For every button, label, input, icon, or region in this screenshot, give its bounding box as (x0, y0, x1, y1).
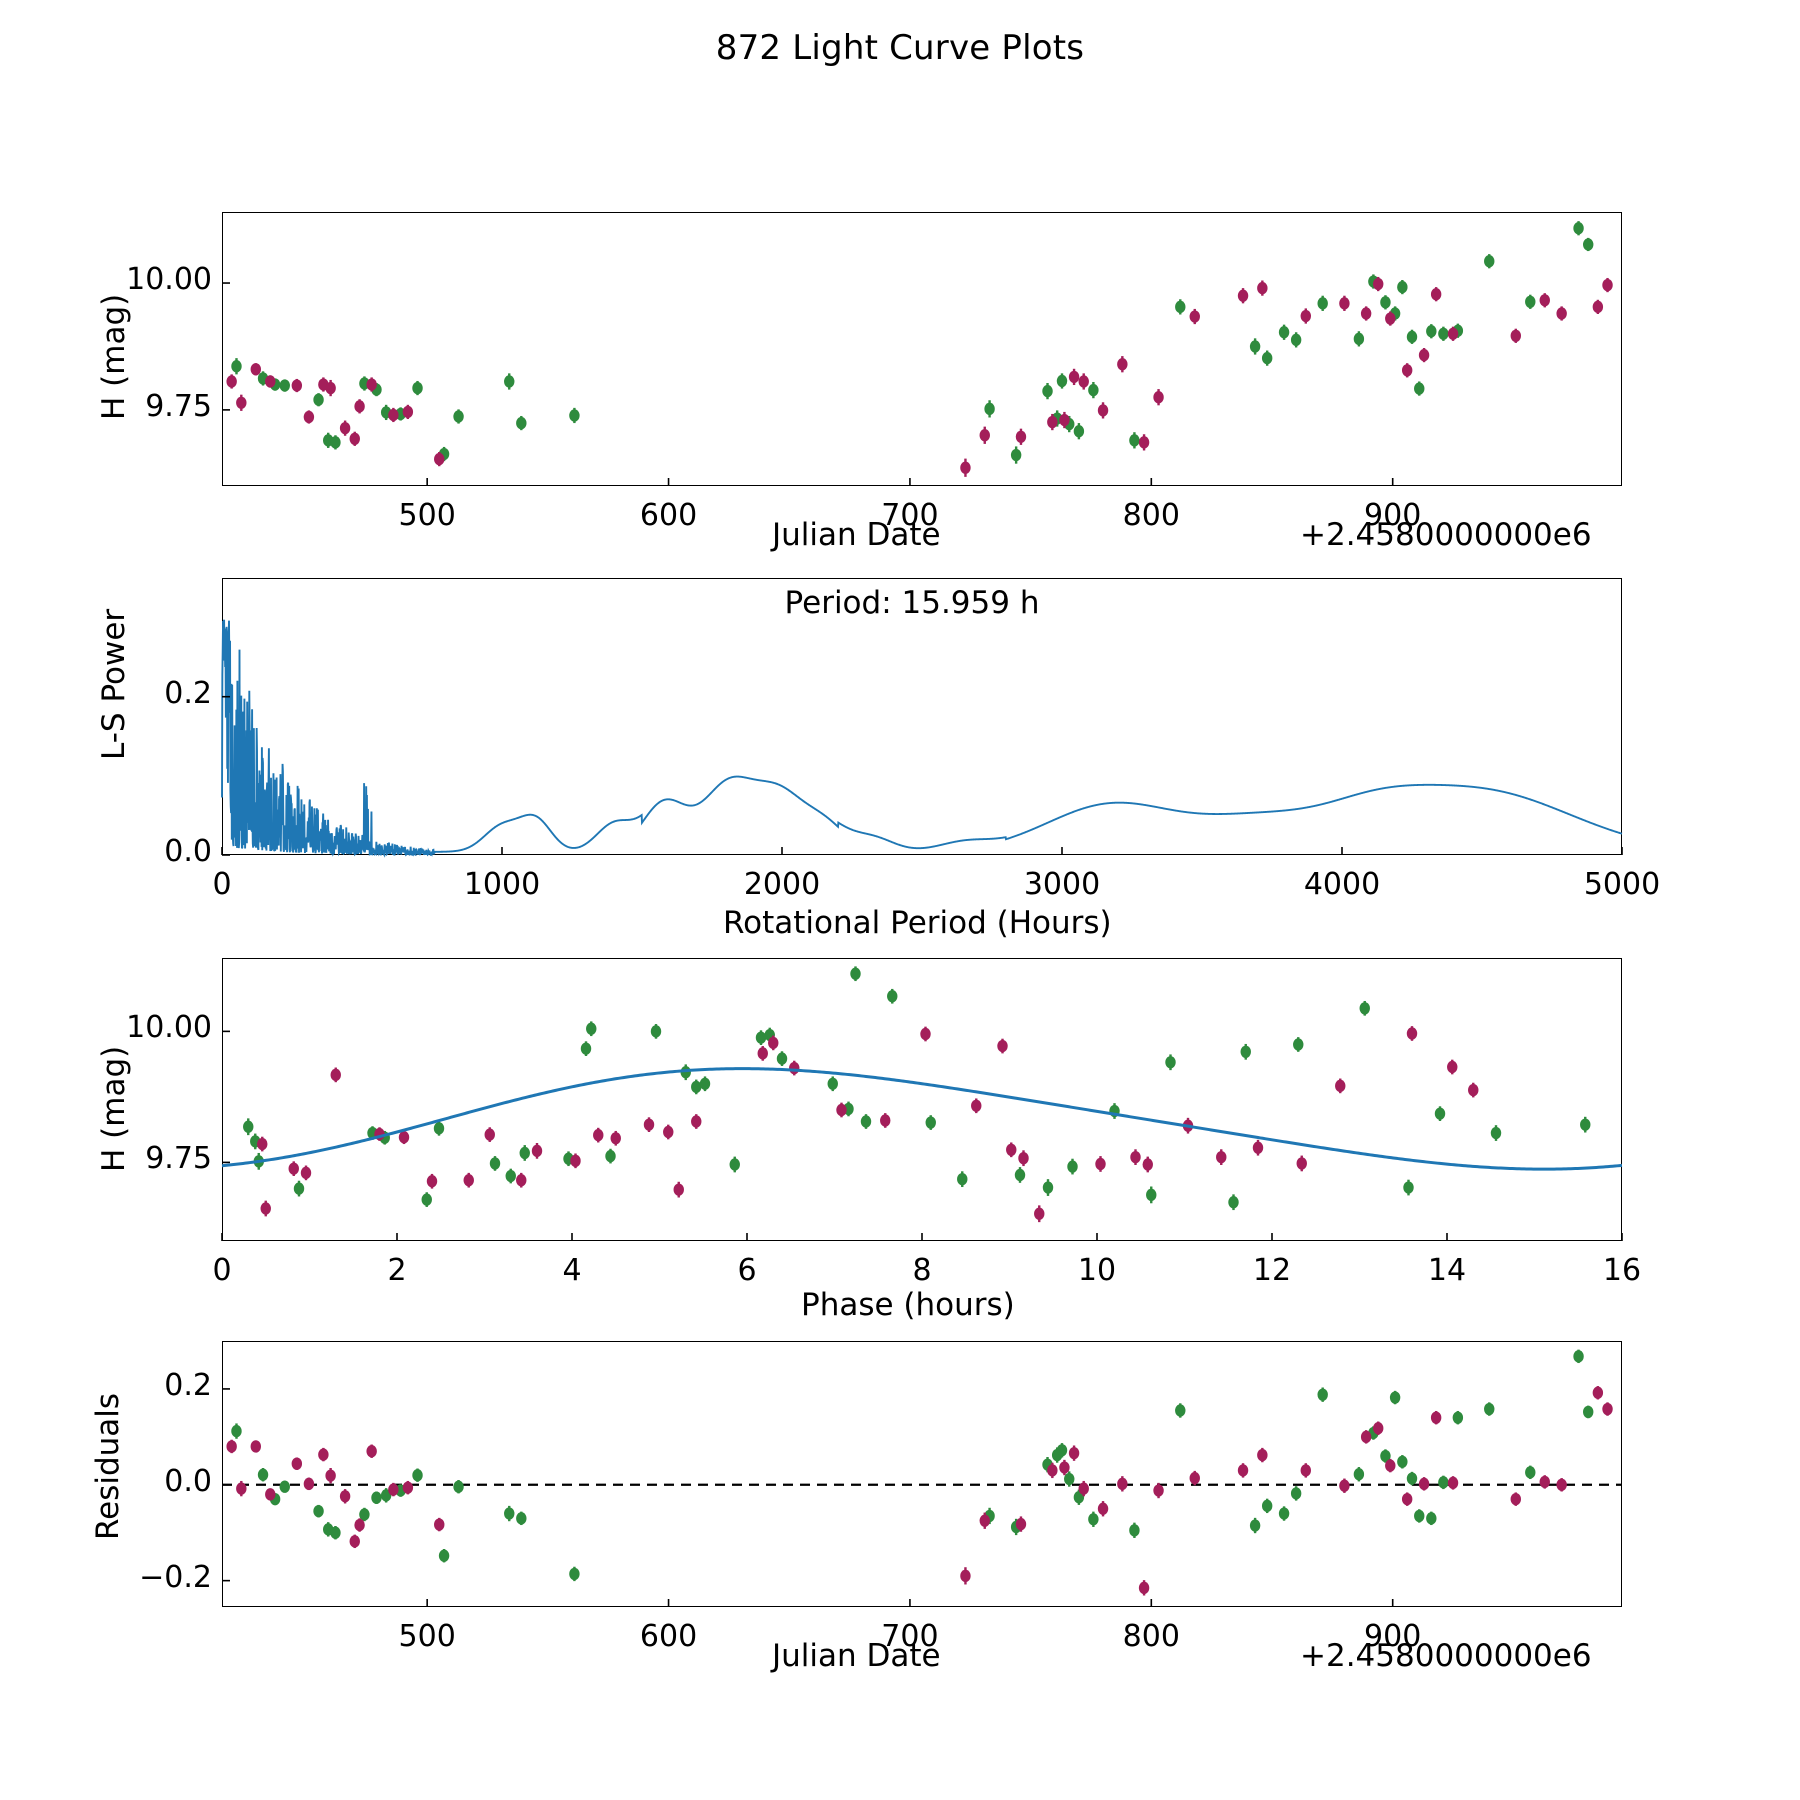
tick-label: 14 (1427, 1253, 1467, 1288)
panel-phase-folded (221, 958, 1623, 1241)
tick-label: 12 (1252, 1253, 1292, 1288)
tick-label: 800 (1122, 498, 1180, 533)
axes-frame-periodogram (222, 578, 1622, 855)
data-series-green (231, 1349, 1594, 1582)
tick-label: −0.2 (139, 1559, 212, 1595)
tick-label: 10.00 (126, 1010, 212, 1046)
data-series-magenta (226, 1386, 1613, 1596)
plot-area-periodogram (221, 619, 1623, 858)
periodogram-trace (221, 619, 1623, 858)
tick-label: 600 (639, 498, 698, 533)
tick-label: 9.75 (145, 388, 212, 424)
tick-label: 0.2 (164, 675, 212, 711)
tick-label: 4 (562, 1253, 582, 1288)
tick-label: 4000 (1303, 867, 1381, 902)
tick-label: 8 (912, 1253, 932, 1288)
axis-label-x-periodogram: Rotational Period (Hours) (723, 905, 1112, 941)
panel-residuals (222, 1341, 1622, 1607)
axes-frame-light-curve (222, 212, 1622, 486)
tick-label: 16 (1602, 1253, 1642, 1288)
axes-frame-phase-folded (222, 958, 1622, 1241)
tick-label: 0.0 (164, 1463, 212, 1499)
axis-label-x-residuals: Julian Date (772, 1638, 941, 1674)
data-series-magenta (226, 276, 1613, 477)
tick-label: 10 (1077, 1253, 1117, 1288)
tick-label: 800 (1122, 1619, 1180, 1654)
tick-label: 500 (398, 498, 456, 533)
tick-label: 2 (387, 1253, 407, 1288)
plot-area-light-curve (222, 221, 1613, 486)
tick-label: 700 (881, 498, 939, 533)
period-annotation: Period: 15.959 h (784, 585, 1040, 621)
data-series-green (243, 966, 1591, 1211)
tick-label: 0 (212, 1253, 232, 1288)
tick-label: 600 (639, 1619, 698, 1654)
tick-label: 0.2 (164, 1367, 212, 1403)
data-series-green (231, 221, 1594, 464)
panel-light-curve (222, 212, 1622, 486)
tick-label: 10.00 (126, 262, 212, 298)
tick-label: 500 (398, 1619, 456, 1654)
tick-label: 700 (881, 1619, 939, 1654)
tick-label: 0.0 (164, 834, 212, 869)
axes-frame-residuals (222, 1341, 1622, 1607)
axis-offset-residuals: +2.4580000000e6 (1300, 1638, 1592, 1674)
tick-label: 0 (212, 867, 232, 902)
sinusoid-fit-line (221, 1067, 1623, 1171)
tick-label: 5000 (1583, 867, 1661, 902)
axis-offset-light-curve: +2.4580000000e6 (1300, 517, 1592, 553)
axis-label-x-phase-folded: Phase (hours) (801, 1287, 1015, 1323)
axis-label-x-light-curve: Julian Date (772, 517, 941, 553)
tick-label: 2000 (743, 867, 821, 902)
tick-label: 900 (1364, 498, 1422, 533)
tick-label: 900 (1364, 1619, 1422, 1654)
tick-label: 9.75 (145, 1141, 212, 1177)
figure-title: 872 Light Curve Plots (715, 28, 1085, 68)
plot-area-phase-folded (221, 966, 1623, 1241)
plot-area-residuals (222, 1349, 1622, 1607)
tick-label: 1000 (463, 867, 541, 902)
data-series-magenta (257, 1026, 1479, 1223)
tick-label: 6 (737, 1253, 757, 1288)
tick-label: 3000 (1023, 867, 1101, 902)
panel-periodogram (221, 578, 1623, 858)
